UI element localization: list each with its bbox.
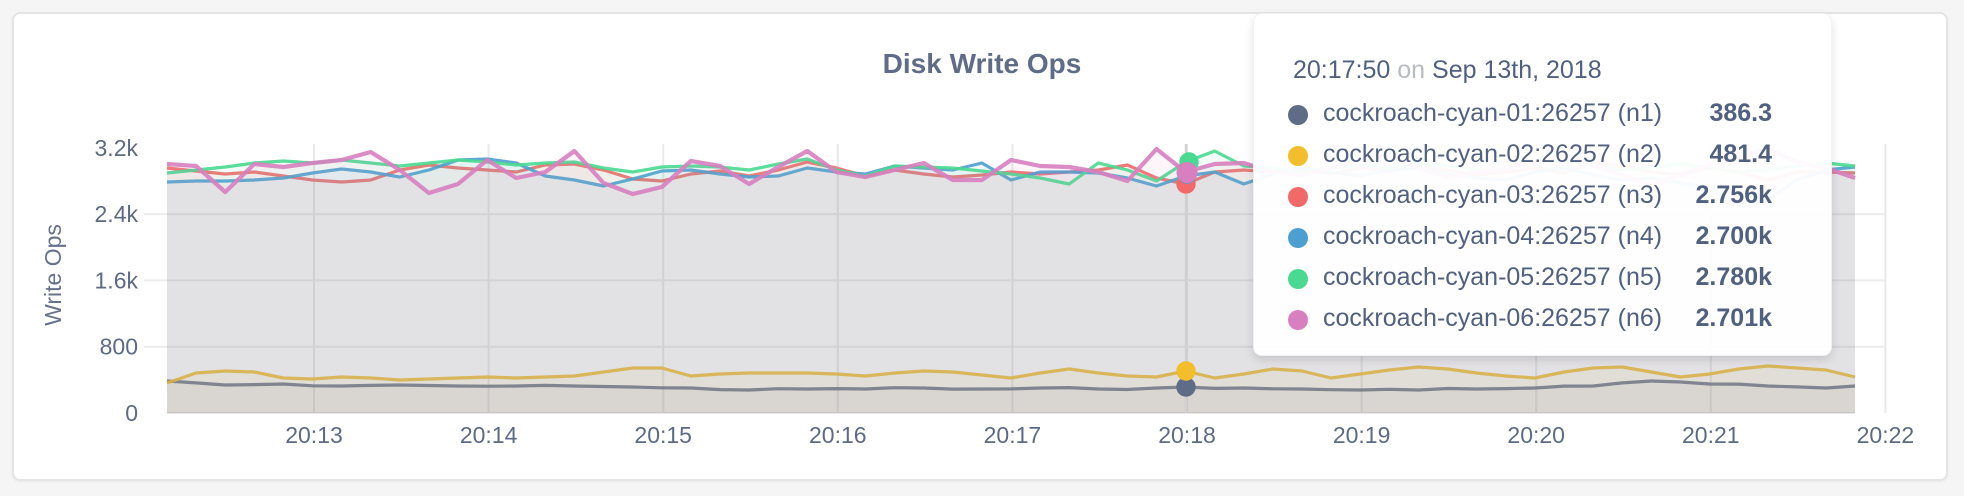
- svg-text:20:22: 20:22: [1857, 422, 1915, 448]
- svg-text:20:21: 20:21: [1682, 422, 1740, 448]
- svg-text:20:18: 20:18: [1158, 422, 1216, 448]
- svg-text:3.2k: 3.2k: [95, 135, 139, 161]
- svg-text:20:16: 20:16: [809, 422, 867, 448]
- svg-text:1.6k: 1.6k: [95, 267, 139, 293]
- svg-text:20:13: 20:13: [285, 422, 343, 448]
- svg-text:20:14: 20:14: [460, 422, 518, 448]
- svg-text:0: 0: [125, 400, 138, 426]
- svg-text:20:17: 20:17: [984, 422, 1042, 448]
- svg-text:20:20: 20:20: [1507, 422, 1565, 448]
- svg-text:20:19: 20:19: [1333, 422, 1391, 448]
- svg-text:2.4k: 2.4k: [95, 201, 139, 227]
- svg-text:Write Ops: Write Ops: [40, 224, 66, 326]
- svg-text:800: 800: [100, 334, 138, 360]
- svg-text:20:15: 20:15: [634, 422, 692, 448]
